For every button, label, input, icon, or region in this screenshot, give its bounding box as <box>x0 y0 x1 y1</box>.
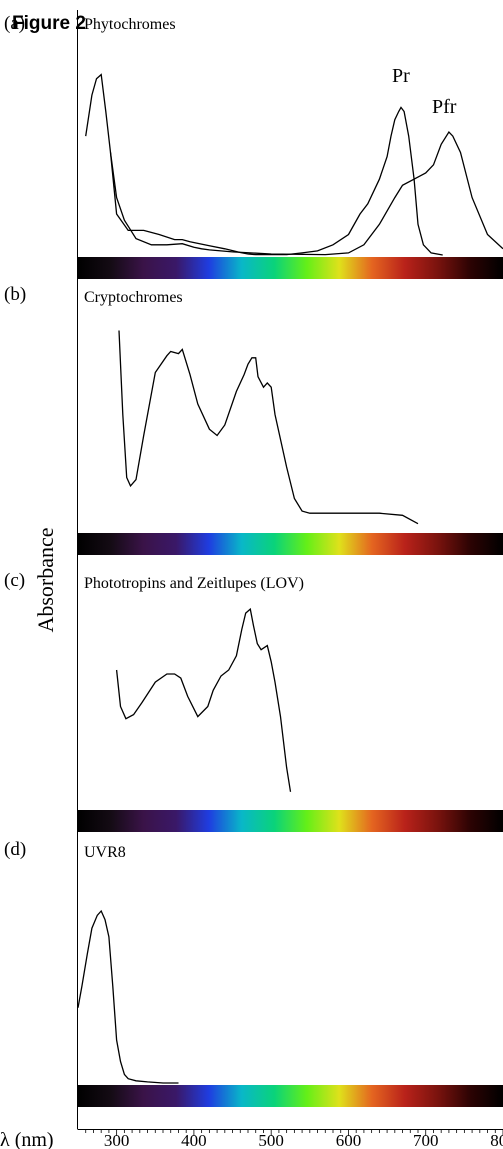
panel-a: (a) Phytochromes Pr Pfr <box>4 13 503 279</box>
x-tick-label: 800 <box>490 1131 503 1149</box>
series-line-0 <box>115 607 292 792</box>
spectrum-bar <box>78 1085 503 1107</box>
x-tick-label: 700 <box>413 1131 439 1149</box>
x-tick-label: 300 <box>104 1131 130 1149</box>
y-axis-label: Absorbance <box>33 527 58 632</box>
spectrum-bar <box>78 810 503 832</box>
x-tick-label: 600 <box>336 1131 362 1149</box>
series-line-0 <box>77 909 179 1084</box>
annotation-pfr: Pfr <box>432 96 457 118</box>
series-line-0 <box>118 330 419 525</box>
panels: (a) Phytochromes Pr Pfr (b) Cryptochromes (c) P… <box>4 13 503 1107</box>
series-line-pr <box>85 73 443 256</box>
series-line-pfr <box>109 130 503 256</box>
panel-title: Phytochromes <box>84 16 176 33</box>
x-tick-label: 400 <box>181 1131 207 1149</box>
panel-label: (b) <box>4 284 26 305</box>
spectrum-bar <box>78 257 503 279</box>
panel-title: Phototropins and Zeitlupes (LOV) <box>84 575 304 592</box>
x-axis-label: λ (nm) <box>0 1129 54 1149</box>
panel-label: (a) <box>4 13 25 34</box>
spectrum-bar <box>78 533 503 555</box>
panel-title: Cryptochromes <box>84 289 183 306</box>
panel-label: (d) <box>4 839 26 860</box>
panel-c: (c) Phototropins and Zeitlupes (LOV) <box>4 570 503 832</box>
figure-body: (a) Phytochromes Pr Pfr (b) Cryptochromes (c) P… <box>0 10 503 1149</box>
annotation-pr: Pr <box>392 65 410 87</box>
panel-label: (c) <box>4 570 25 591</box>
panel-title: UVR8 <box>84 844 126 861</box>
x-tick-label: 500 <box>258 1131 284 1149</box>
panel-b: (b) Cryptochromes <box>4 284 503 555</box>
x-axis-ticks: 300 400 500 600 700 800 <box>85 1130 503 1149</box>
panel-d: (d) UVR8 <box>4 839 503 1107</box>
figure-title: Figure 2 <box>12 13 86 34</box>
